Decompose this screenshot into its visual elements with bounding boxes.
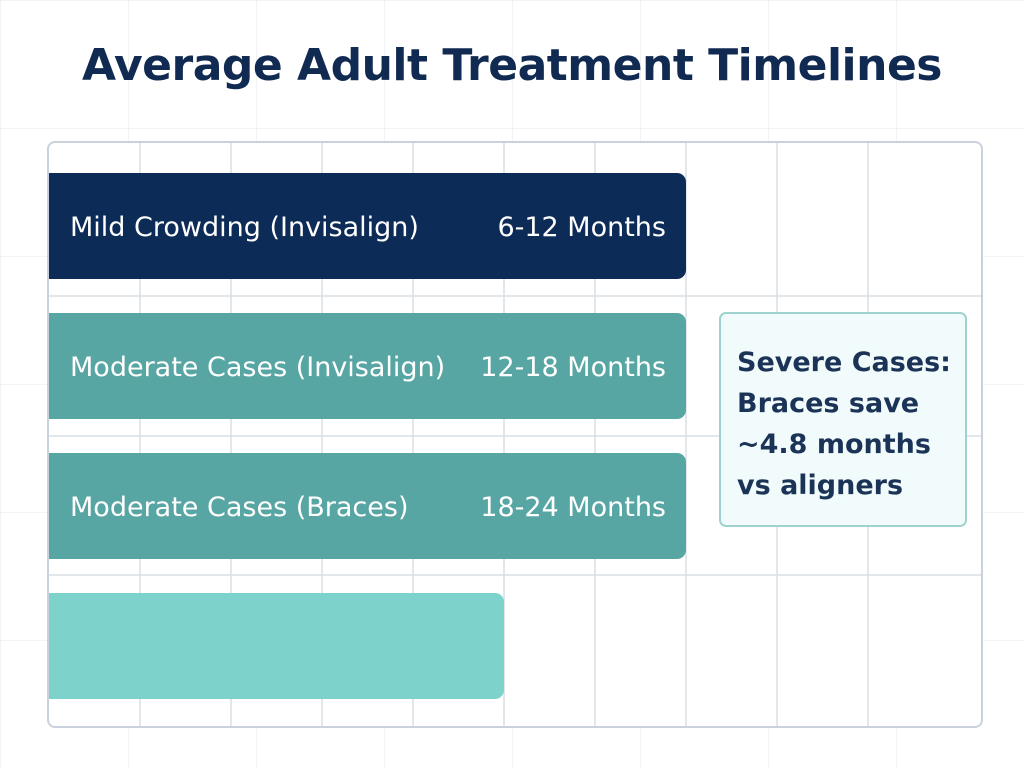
callout-line-4: vs aligners xyxy=(737,470,904,501)
callout-line-3: ~4.8 months xyxy=(737,429,931,460)
severe-cases-callout: Severe Cases: Braces save ~4.8 months vs… xyxy=(719,312,967,527)
chart-title: Average Adult Treatment Timelines xyxy=(82,40,942,91)
bar-category-label: Moderate Cases (Braces) xyxy=(70,492,408,523)
bar-2 xyxy=(49,313,686,419)
bar-4 xyxy=(49,593,504,699)
bar-chart: Mild Crowding (Invisalign) 6-12 Months Mod… xyxy=(49,143,981,726)
bar-category-label: Mild Crowding (Invisalign) xyxy=(70,212,419,243)
bar-1 xyxy=(49,173,686,279)
bar-3 xyxy=(49,453,686,559)
bar-value-label: 18-24 Months xyxy=(480,492,666,523)
bar-category-label: Moderate Cases (Invisalign) xyxy=(70,352,445,383)
bar-value-label: 12-18 Months xyxy=(480,352,666,383)
callout-line-2: Braces save xyxy=(737,388,920,419)
callout-line-1: Severe Cases: xyxy=(737,347,951,378)
bar-value-label: 6-12 Months xyxy=(497,212,666,243)
